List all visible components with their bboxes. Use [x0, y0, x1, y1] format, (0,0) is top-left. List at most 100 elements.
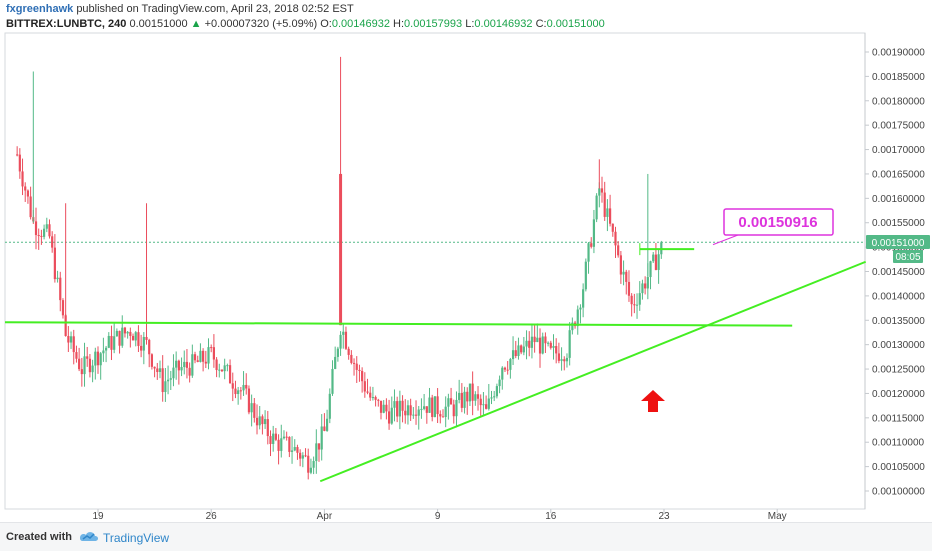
candle-body	[212, 347, 215, 360]
candle-body	[347, 348, 350, 355]
price-axis[interactable]: 0.00100000 0.00105000 0.00110000 0.00115000…	[865, 48, 925, 498]
candle-body	[506, 369, 509, 371]
low-label: L:	[465, 18, 475, 30]
candle-body	[460, 392, 463, 408]
close-value: 0.00151000	[546, 18, 605, 30]
price-tick-label: 0.00135000	[872, 316, 925, 327]
candle-body	[148, 339, 151, 355]
candle-body	[16, 154, 19, 156]
candle-body	[493, 396, 496, 398]
candle-body	[323, 426, 326, 431]
price-tick-label: 0.00165000	[872, 169, 925, 180]
candle-body	[458, 392, 461, 400]
candle-body	[193, 354, 197, 361]
price-tick-label: 0.00145000	[872, 267, 925, 278]
candle-body	[88, 358, 92, 373]
candle-body	[382, 404, 385, 413]
candle-body	[654, 254, 658, 270]
candle-body	[118, 330, 121, 346]
candle-body	[293, 447, 296, 451]
candle-body	[104, 347, 108, 351]
candle-body	[264, 419, 267, 425]
candle-body	[59, 277, 62, 301]
candle-body	[228, 365, 232, 384]
tradingview-brand[interactable]: TradingView	[103, 531, 170, 545]
time-axis[interactable]: 19 26 Apr 9 16 23 May	[92, 509, 787, 522]
candle-body	[134, 332, 137, 341]
candle-body	[51, 236, 54, 248]
candle-body	[549, 342, 552, 348]
open-value: 0.00146932	[331, 18, 390, 30]
price-tick-label: 0.00140000	[872, 291, 925, 302]
up-arrow-icon[interactable]	[641, 390, 665, 412]
candle-body	[431, 397, 434, 418]
candle-body	[204, 361, 207, 364]
candle-body	[296, 447, 299, 453]
price-callout-box[interactable]	[723, 208, 834, 236]
candle-body	[21, 171, 24, 187]
candle-body	[280, 438, 283, 451]
horizontal-support-line[interactable]	[4, 321, 793, 327]
created-with-text: Created with	[6, 531, 73, 543]
author-name[interactable]: fxgreenhawk	[6, 3, 74, 15]
candle-body	[142, 336, 145, 351]
candle-body	[409, 405, 412, 416]
candle-body	[379, 400, 383, 413]
time-tag-value: 08:05	[895, 252, 920, 263]
footer-bar: Created with TradingView	[0, 522, 932, 551]
price-tag: 0.00151000 08:05	[866, 235, 930, 263]
candle-body	[374, 397, 377, 400]
candle-body	[361, 370, 364, 382]
candle-body	[555, 346, 558, 354]
candle-body	[617, 245, 620, 256]
candle-body	[331, 368, 334, 394]
candle-body	[48, 224, 51, 237]
rising-trendline[interactable]	[319, 260, 867, 483]
candle-body	[315, 443, 318, 462]
candle-body	[53, 247, 56, 280]
candle-body	[37, 235, 40, 237]
candle-body	[420, 408, 423, 410]
candle-body	[24, 186, 27, 191]
candle-body	[309, 467, 313, 473]
candle-body	[592, 219, 596, 247]
candle-body	[91, 365, 94, 373]
candle-body	[482, 404, 485, 406]
time-tick-label: 26	[206, 511, 218, 522]
candle-body	[320, 426, 323, 450]
candle-body	[237, 390, 240, 395]
time-tick-label: 19	[92, 511, 104, 522]
candle-body	[172, 367, 175, 379]
candle-body	[644, 283, 647, 289]
candle-body	[576, 309, 579, 327]
candle-body	[520, 345, 523, 353]
candle-body	[517, 345, 520, 357]
candle-body	[334, 356, 337, 369]
candle-body	[552, 346, 555, 348]
candle-body	[261, 416, 264, 425]
candle-body	[307, 455, 310, 473]
candle-body	[447, 398, 450, 407]
high-label: H:	[393, 18, 405, 30]
candle-body	[180, 367, 183, 371]
price-tick-label: 0.00175000	[872, 121, 925, 132]
candle-body	[304, 455, 307, 457]
price-tick-label: 0.00185000	[872, 72, 925, 83]
candle-body	[428, 397, 431, 413]
candle-body	[414, 414, 418, 416]
candle-body	[185, 361, 189, 368]
candle-body	[131, 335, 135, 341]
candle-body	[511, 350, 515, 360]
candle-body	[622, 271, 625, 275]
drawings[interactable]: 0.00150916	[4, 208, 867, 483]
candle-body	[239, 390, 242, 392]
candle-body	[468, 383, 472, 402]
callout-pointer	[712, 234, 739, 246]
candle-body	[541, 336, 544, 354]
candle-body	[565, 357, 569, 362]
candle-body	[358, 369, 361, 371]
candle-body	[452, 404, 455, 417]
candle-body	[226, 365, 229, 367]
candles[interactable]	[16, 56, 663, 480]
